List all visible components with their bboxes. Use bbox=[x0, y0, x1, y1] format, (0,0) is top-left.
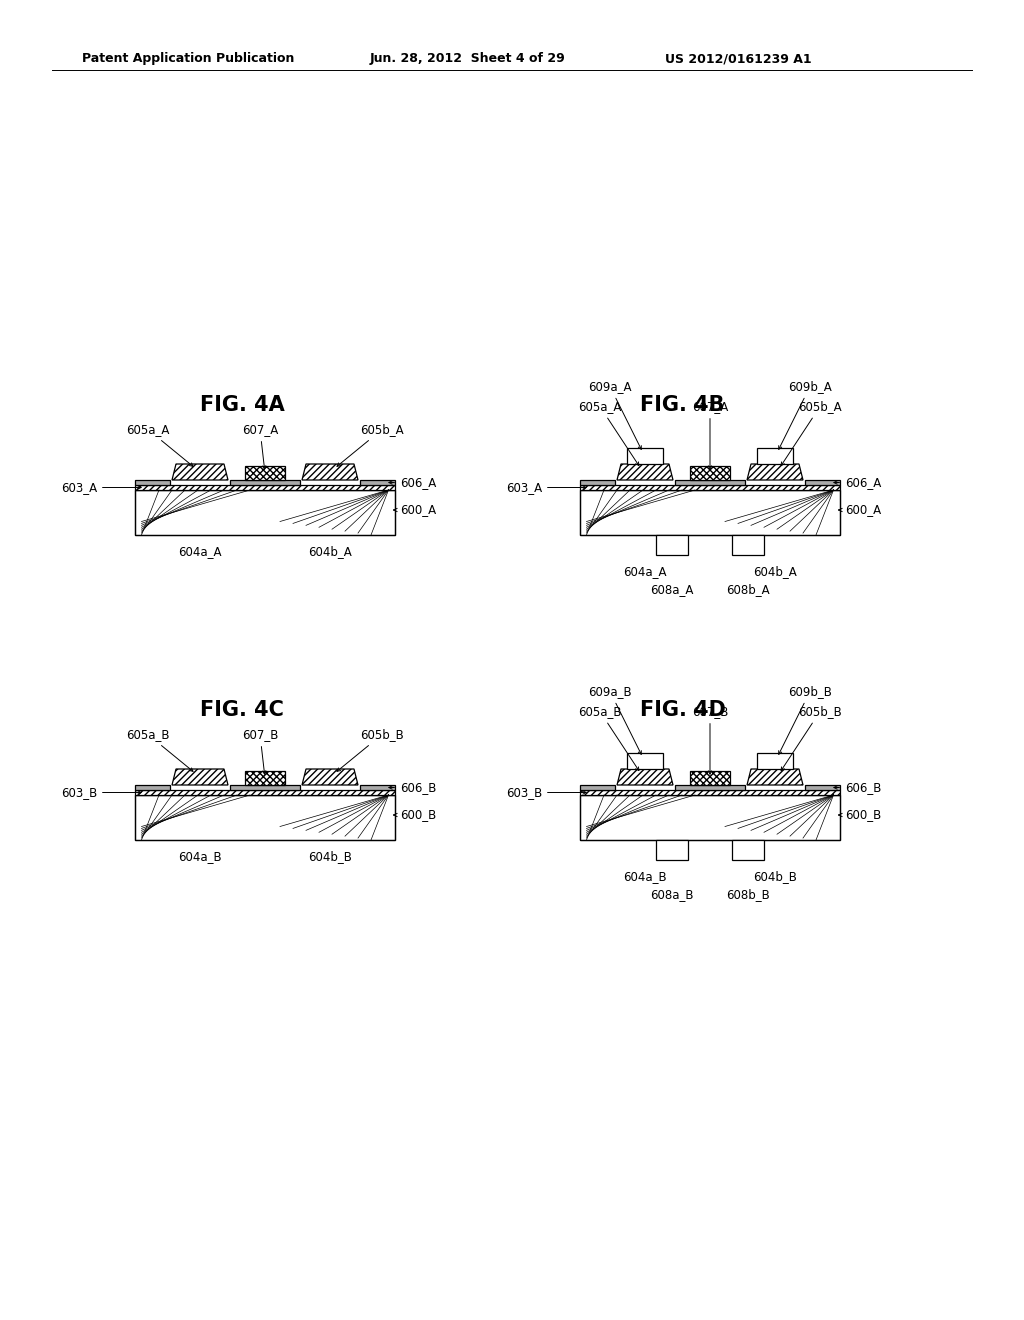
Text: 605a_B: 605a_B bbox=[126, 729, 193, 771]
Polygon shape bbox=[360, 785, 395, 789]
Text: 600_A: 600_A bbox=[839, 503, 881, 516]
Text: 604b_A: 604b_A bbox=[753, 565, 797, 578]
Polygon shape bbox=[675, 480, 745, 484]
Polygon shape bbox=[757, 752, 793, 770]
Polygon shape bbox=[656, 535, 688, 554]
Polygon shape bbox=[245, 466, 285, 480]
Text: 603_A: 603_A bbox=[506, 480, 586, 494]
Polygon shape bbox=[230, 785, 300, 789]
Text: 609b_A: 609b_A bbox=[778, 380, 831, 449]
Polygon shape bbox=[675, 785, 745, 789]
Text: 605a_A: 605a_A bbox=[126, 422, 193, 466]
Text: 605b_B: 605b_B bbox=[337, 729, 403, 771]
Text: 600_B: 600_B bbox=[394, 808, 436, 821]
Text: 609a_B: 609a_B bbox=[588, 685, 641, 754]
Text: 604b_B: 604b_B bbox=[753, 870, 797, 883]
Text: 608a_A: 608a_A bbox=[650, 583, 693, 597]
Text: 604b_B: 604b_B bbox=[308, 850, 352, 863]
Polygon shape bbox=[580, 490, 840, 535]
Text: FIG. 4B: FIG. 4B bbox=[640, 395, 725, 414]
Text: 605a_B: 605a_B bbox=[579, 705, 639, 771]
Text: FIG. 4A: FIG. 4A bbox=[200, 395, 285, 414]
Polygon shape bbox=[746, 465, 803, 480]
Text: 609b_B: 609b_B bbox=[778, 685, 831, 754]
Polygon shape bbox=[580, 795, 840, 840]
Text: 600_B: 600_B bbox=[839, 808, 882, 821]
Polygon shape bbox=[732, 840, 764, 861]
Text: 604a_A: 604a_A bbox=[178, 545, 222, 558]
Polygon shape bbox=[302, 770, 358, 785]
Text: 603_B: 603_B bbox=[506, 785, 586, 799]
Text: 604a_A: 604a_A bbox=[624, 565, 667, 578]
Polygon shape bbox=[757, 447, 793, 465]
Text: 604b_A: 604b_A bbox=[308, 545, 352, 558]
Polygon shape bbox=[135, 789, 395, 795]
Polygon shape bbox=[580, 480, 615, 484]
Polygon shape bbox=[627, 752, 663, 770]
Text: 604a_B: 604a_B bbox=[178, 850, 222, 863]
Text: 606_B: 606_B bbox=[834, 781, 882, 795]
Polygon shape bbox=[172, 465, 228, 480]
Text: Jun. 28, 2012  Sheet 4 of 29: Jun. 28, 2012 Sheet 4 of 29 bbox=[370, 51, 565, 65]
Polygon shape bbox=[617, 465, 673, 480]
Text: 605b_B: 605b_B bbox=[781, 705, 842, 771]
Polygon shape bbox=[135, 490, 395, 535]
Polygon shape bbox=[805, 480, 840, 484]
Text: 600_A: 600_A bbox=[394, 503, 436, 516]
Text: 603_B: 603_B bbox=[60, 785, 141, 799]
Polygon shape bbox=[690, 466, 730, 480]
Text: 608a_B: 608a_B bbox=[650, 888, 693, 902]
Polygon shape bbox=[580, 789, 840, 795]
Text: 607_A: 607_A bbox=[242, 422, 279, 469]
Text: US 2012/0161239 A1: US 2012/0161239 A1 bbox=[665, 51, 812, 65]
Text: 606_B: 606_B bbox=[389, 781, 436, 795]
Text: 605a_A: 605a_A bbox=[579, 400, 639, 466]
Polygon shape bbox=[656, 840, 688, 861]
Polygon shape bbox=[805, 785, 840, 789]
Polygon shape bbox=[230, 480, 300, 484]
Text: 608b_A: 608b_A bbox=[726, 583, 770, 597]
Text: 607_B: 607_B bbox=[242, 729, 279, 774]
Polygon shape bbox=[135, 480, 170, 484]
Polygon shape bbox=[732, 535, 764, 554]
Text: 607_B: 607_B bbox=[692, 705, 728, 774]
Text: 603_A: 603_A bbox=[60, 480, 141, 494]
Polygon shape bbox=[302, 465, 358, 480]
Polygon shape bbox=[617, 770, 673, 785]
Text: 606_A: 606_A bbox=[834, 477, 882, 488]
Polygon shape bbox=[690, 771, 730, 785]
Polygon shape bbox=[627, 447, 663, 465]
Text: 607_A: 607_A bbox=[692, 400, 728, 469]
Text: 604a_B: 604a_B bbox=[624, 870, 667, 883]
Polygon shape bbox=[746, 770, 803, 785]
Polygon shape bbox=[135, 785, 170, 789]
Text: 606_A: 606_A bbox=[389, 477, 436, 488]
Text: FIG. 4D: FIG. 4D bbox=[640, 700, 726, 719]
Text: Patent Application Publication: Patent Application Publication bbox=[82, 51, 294, 65]
Polygon shape bbox=[135, 795, 395, 840]
Text: 605b_A: 605b_A bbox=[781, 400, 842, 466]
Text: 609a_A: 609a_A bbox=[588, 380, 641, 449]
Polygon shape bbox=[135, 484, 395, 490]
Polygon shape bbox=[580, 785, 615, 789]
Polygon shape bbox=[580, 484, 840, 490]
Polygon shape bbox=[172, 770, 228, 785]
Text: FIG. 4C: FIG. 4C bbox=[200, 700, 284, 719]
Text: 605b_A: 605b_A bbox=[337, 422, 403, 466]
Text: 608b_B: 608b_B bbox=[726, 888, 770, 902]
Polygon shape bbox=[360, 480, 395, 484]
Polygon shape bbox=[245, 771, 285, 785]
